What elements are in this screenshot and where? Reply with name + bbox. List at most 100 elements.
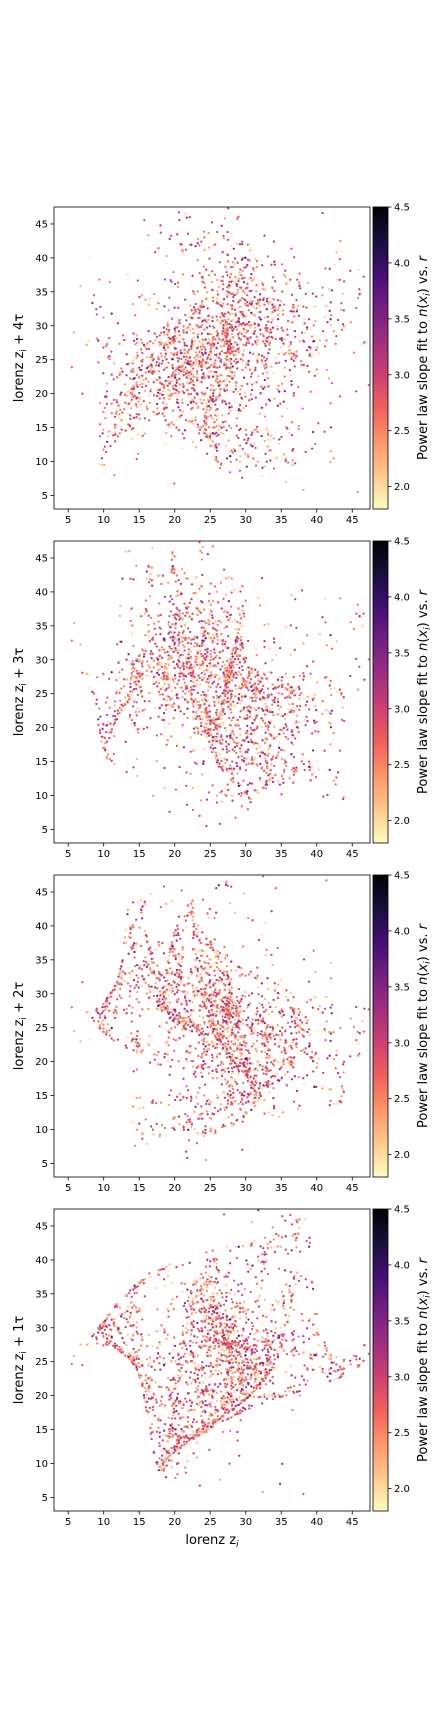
scatter-point — [306, 634, 309, 637]
scatter-point — [264, 702, 267, 706]
scatter-point — [256, 764, 259, 767]
scatter-point — [171, 336, 175, 339]
scatter-point — [228, 689, 231, 692]
scatter-point — [138, 417, 141, 420]
scatter-point — [178, 1037, 181, 1040]
scatter-point — [230, 693, 233, 696]
scatter-point — [243, 757, 246, 760]
scatter-point — [211, 296, 214, 299]
scatter-point — [161, 693, 164, 696]
scatter-point — [104, 749, 107, 752]
scatter-point — [200, 426, 203, 429]
y-tick-label: 35 — [35, 621, 48, 632]
scatter-point — [79, 1040, 82, 1043]
scatter-point — [307, 370, 311, 373]
scatter-point — [232, 295, 235, 299]
scatter-point — [225, 385, 228, 388]
scatter-point — [141, 709, 144, 712]
scatter-point — [157, 369, 161, 373]
scatter-point — [122, 1008, 126, 1011]
scatter-point — [199, 704, 203, 707]
scatter-point — [205, 664, 209, 668]
scatter-point — [328, 1103, 331, 1107]
scatter-point — [239, 455, 242, 458]
scatter-point — [233, 308, 237, 312]
scatter-point — [131, 624, 134, 627]
scatter-point — [276, 456, 279, 459]
scatter-point — [252, 267, 255, 270]
scatter-point — [177, 644, 180, 647]
scatter-point — [107, 995, 110, 998]
scatter-point — [138, 1043, 141, 1046]
scatter-point — [263, 623, 266, 627]
scatter-point — [218, 261, 221, 264]
scatter-point — [210, 655, 213, 658]
scatter-point — [338, 395, 342, 398]
scatter-point — [211, 417, 214, 420]
scatter-point — [208, 715, 211, 718]
scatter-point — [231, 312, 234, 315]
scatter-point — [243, 1090, 246, 1093]
scatter-point — [222, 568, 226, 571]
scatter-point — [250, 782, 254, 785]
scatter-point — [189, 750, 192, 753]
scatter-point — [135, 918, 138, 921]
scatter-point — [237, 670, 240, 674]
scatter-point — [209, 686, 212, 689]
scatter-point — [349, 321, 352, 324]
scatter-point — [244, 452, 247, 455]
scatter-point — [148, 356, 152, 359]
scatter-point — [238, 692, 241, 696]
scatter-point — [215, 434, 218, 438]
scatter-point — [172, 387, 175, 390]
scatter-point — [188, 371, 192, 374]
scatter-point — [219, 581, 223, 584]
scatter-point — [246, 264, 249, 267]
scatter-point — [112, 752, 115, 756]
scatter-point — [135, 963, 139, 967]
scatter-point — [262, 364, 266, 367]
scatter-point — [202, 670, 206, 673]
scatter-point — [352, 1025, 356, 1029]
scatter-point — [195, 362, 198, 365]
scatter-point — [187, 672, 190, 676]
scatter-point — [182, 355, 186, 358]
scatter-point — [207, 426, 211, 429]
scatter-point — [239, 1054, 242, 1058]
scatter-point — [102, 428, 105, 431]
scatter-point — [263, 737, 267, 740]
scatter-point — [150, 971, 154, 974]
scatter-point — [304, 292, 307, 296]
scatter-point — [190, 347, 193, 350]
scatter-point — [314, 776, 318, 779]
scatter-point — [147, 974, 150, 977]
scatter-point — [213, 1106, 217, 1110]
colorbar-tick-label: 3.0 — [394, 704, 410, 715]
scatter-point — [191, 984, 194, 987]
scatter-point — [219, 621, 223, 624]
scatter-point — [102, 746, 105, 749]
scatter-point — [230, 991, 233, 995]
scatter-point — [159, 352, 163, 355]
scatter-point — [200, 619, 203, 623]
scatter-point — [162, 648, 165, 651]
y-tick-label: 20 — [35, 389, 48, 400]
scatter-point — [234, 325, 237, 329]
scatter-point — [149, 950, 152, 953]
scatter-point — [262, 298, 265, 301]
scatter-point — [270, 312, 273, 315]
scatter-point — [229, 272, 233, 276]
scatter-point — [131, 674, 134, 678]
scatter-point — [215, 1077, 219, 1080]
scatter-point — [329, 318, 332, 321]
scatter-point — [180, 672, 183, 675]
scatter-point — [195, 928, 198, 931]
scatter-point — [255, 747, 258, 751]
scatter-point — [200, 711, 204, 714]
scatter-point — [226, 285, 229, 289]
scatter-point — [178, 675, 181, 678]
scatter-point — [176, 418, 179, 422]
scatter-point — [148, 700, 151, 703]
scatter-point — [144, 371, 147, 374]
scatter-point — [163, 342, 167, 345]
